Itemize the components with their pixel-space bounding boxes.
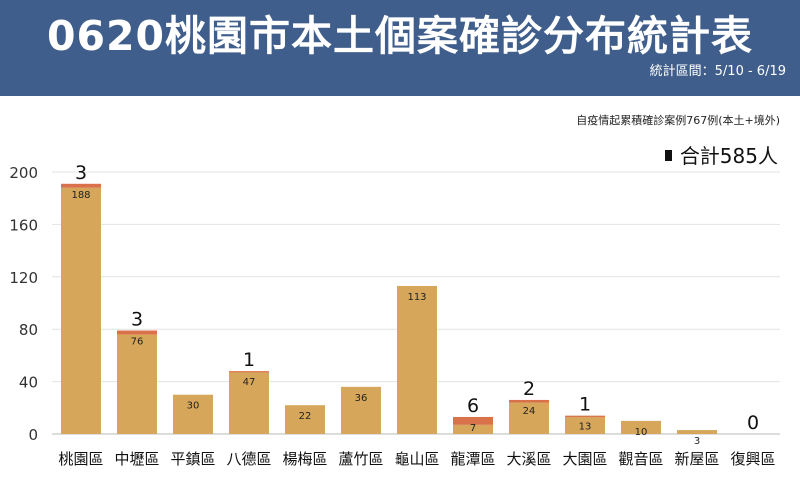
y-tick-label: 80	[19, 321, 38, 339]
bar-new	[117, 330, 157, 335]
x-tick-label: 觀音區	[618, 450, 663, 468]
bar-new	[565, 415, 605, 417]
x-tick-label: 大溪區	[506, 450, 551, 468]
bar-cumulative	[397, 285, 437, 434]
y-tick-label: 160	[9, 216, 38, 234]
bar-cumulative	[229, 372, 269, 434]
data-label: 13	[579, 422, 592, 433]
y-tick-label: 200	[9, 164, 38, 182]
bar-cumulative	[341, 386, 381, 434]
x-tick-label: 平鎮區	[170, 450, 215, 468]
x-tick-label: 八德區	[226, 450, 271, 468]
bar-cumulative	[173, 394, 213, 434]
new-case-label: 1	[579, 394, 591, 416]
cumulative-note: 自疫情起累積確診案例767例(本土+境外)	[576, 114, 780, 127]
y-tick-label: 0	[28, 426, 38, 444]
total-count-label: 合計585人	[679, 144, 778, 168]
header-banner: 0620桃園市本土個案確診分布統計表 統計區間：5/10 - 6/19	[0, 0, 800, 96]
bar-cumulative	[453, 424, 493, 434]
x-tick-label: 大園區	[562, 450, 607, 468]
data-label: 7	[470, 423, 476, 434]
bar-cumulative	[285, 405, 325, 434]
bar-cumulative	[61, 187, 101, 434]
x-tick-label: 楊梅區	[282, 450, 327, 468]
bar-new	[453, 416, 493, 425]
bar-cumulative	[565, 416, 605, 434]
page-title: 0620桃園市本土個案確診分布統計表	[46, 12, 754, 60]
data-label: 10	[635, 427, 648, 438]
bar-cumulative	[621, 420, 661, 434]
x-tick-label: 桃園區	[58, 450, 103, 468]
date-range: 統計區間：5/10 - 6/19	[649, 64, 786, 79]
data-label: 24	[523, 406, 536, 417]
new-case-label: 6	[467, 395, 479, 417]
legend-marker	[664, 150, 672, 161]
data-label: 30	[187, 401, 200, 412]
data-label: 36	[355, 393, 368, 404]
new-case-label: 0	[747, 412, 759, 434]
bar-new	[229, 371, 269, 373]
x-tick-label: 龜山區	[394, 450, 439, 468]
new-case-label: 2	[523, 378, 535, 400]
x-tick-label: 中壢區	[114, 450, 159, 468]
new-case-label: 3	[75, 162, 87, 184]
bar-cumulative	[677, 430, 717, 434]
x-tick-label: 蘆竹區	[338, 450, 383, 468]
x-tick-label: 新屋區	[674, 450, 719, 468]
data-label: 188	[71, 190, 90, 201]
new-case-label: 1	[243, 349, 255, 371]
data-label: 22	[299, 411, 312, 422]
data-label: 47	[243, 377, 256, 388]
x-tick-label: 復興區	[730, 450, 775, 468]
y-tick-label: 40	[19, 374, 38, 392]
x-tick-label: 龍潭區	[450, 450, 495, 468]
bar-cumulative	[509, 402, 549, 434]
bar-new	[509, 399, 549, 403]
new-case-label: 3	[131, 309, 143, 331]
data-label: 3	[694, 436, 700, 447]
total-count: 合計585人	[664, 140, 778, 169]
y-tick-label: 120	[9, 269, 38, 287]
data-label: 113	[407, 292, 426, 303]
bar-new	[61, 183, 101, 188]
data-label: 76	[131, 337, 144, 348]
bar-cumulative	[117, 334, 157, 434]
